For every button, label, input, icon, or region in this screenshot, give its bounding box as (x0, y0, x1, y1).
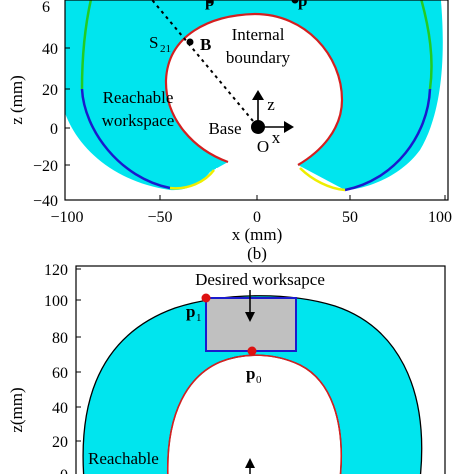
origin-label: O (257, 137, 269, 156)
s21-dotted-line (150, 0, 259, 128)
top-ytick-m20: −20 (33, 158, 58, 175)
p0-subscript: 0 (256, 374, 262, 386)
z-axis-arrow-icon (252, 90, 264, 100)
top-xlabel: x (mm) (232, 225, 283, 244)
p0-label: p (246, 364, 255, 383)
top-axis-ticks (64, 47, 446, 200)
bottom-ytick-partial: 0 (60, 467, 68, 474)
internal-boundary-hole (165, 14, 342, 170)
top-ytick-40: 40 (42, 41, 58, 58)
bottom-reachable-region (76, 266, 445, 474)
desired-workspace-box (205, 297, 297, 352)
bottom-axis-ticks (76, 268, 81, 442)
bottom-ytick-60: 60 (52, 365, 68, 382)
top-caption: (b) (247, 244, 267, 263)
p1-label: p (186, 302, 195, 321)
point-b-label: B (200, 35, 211, 54)
top-xtick-m50: −50 (147, 209, 172, 226)
bottom-ytick-100: 100 (44, 293, 68, 310)
bottom-ytick-20: 20 (52, 434, 68, 451)
p-top-right-label: p (298, 0, 307, 10)
bottom-arrow-icon (245, 458, 255, 468)
top-panel (65, 0, 443, 200)
axis-z-label: z (267, 95, 275, 114)
bottom-ylabel: z(mm) (7, 387, 26, 432)
top-xtick-50: 50 (342, 209, 358, 226)
outer-edge-right-tip (299, 167, 346, 192)
s21-subscript: 21 (160, 43, 171, 55)
bottom-ytick-40: 40 (52, 400, 68, 417)
outer-edge-left-tip (169, 169, 215, 190)
s21-label: S (149, 33, 158, 52)
reachable-workspace-region (65, 0, 443, 191)
top-xtick-m100: −100 (50, 209, 83, 226)
top-ytick-0: 0 (50, 121, 58, 138)
top-xtick-0: 0 (253, 209, 261, 226)
internal-boundary-label-2: boundary (226, 48, 291, 67)
p-top-left-label: p (205, 0, 214, 10)
top-ylabel: z (mm) (7, 75, 26, 125)
top-ytick-m40: −40 (33, 193, 58, 210)
p1-marker (201, 293, 211, 303)
bottom-ytick-120: 120 (44, 262, 68, 279)
axis-x-label: x (272, 128, 281, 147)
point-b-marker (186, 38, 194, 46)
p1-subscript: 1 (196, 312, 202, 324)
x-axis-arrow-icon (284, 121, 294, 133)
bottom-inner-boundary (166, 354, 343, 474)
outer-edge-left-lower (80, 88, 171, 190)
desired-arrow-icon (245, 312, 255, 322)
outer-edge-right (420, 0, 433, 90)
internal-boundary-label-1: Internal (232, 25, 285, 44)
top-xtick-100: 100 (428, 209, 452, 226)
internal-boundary-curve (164, 12, 344, 166)
desired-workspace-label: Desired worksapce (195, 270, 325, 289)
bottom-reachable-label: Reachable (88, 449, 159, 468)
top-ytick-20: 20 (42, 82, 58, 99)
outer-edge-left (80, 0, 93, 90)
top-ytick-partial: 6 (42, 0, 50, 16)
base-label: Base (208, 119, 241, 138)
bottom-panel (76, 266, 445, 474)
bottom-ytick-80: 80 (52, 330, 68, 347)
p0-marker (247, 346, 257, 356)
reachable-label-2: workspace (102, 111, 175, 130)
outer-edge-right-lower (344, 88, 432, 192)
bottom-plot-frame (75, 265, 446, 474)
reachable-label-1: Reachable (103, 88, 174, 107)
